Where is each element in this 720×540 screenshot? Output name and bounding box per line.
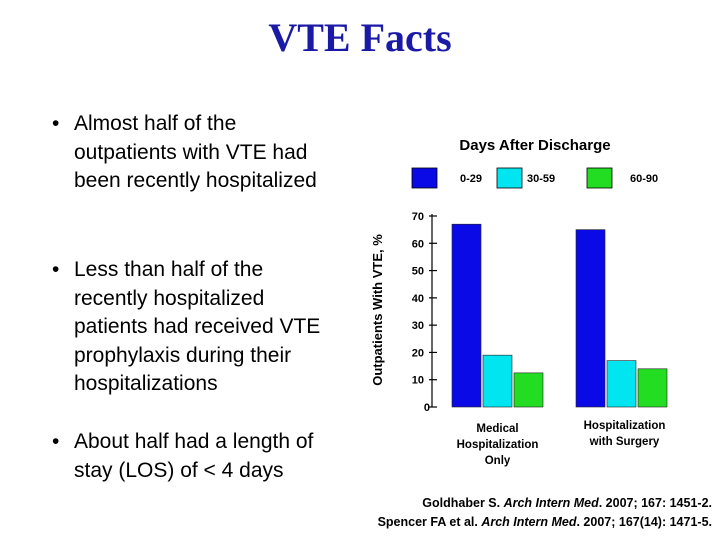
bullet-item: • Almost half of the outpatients with VT… bbox=[52, 110, 342, 196]
slide-title: VTE Facts bbox=[268, 15, 452, 60]
category-label: Only bbox=[485, 455, 511, 467]
bar bbox=[451, 223, 482, 408]
y-tick-label: 30 bbox=[412, 320, 424, 332]
y-tick-label: 20 bbox=[412, 347, 424, 359]
bar bbox=[575, 229, 606, 408]
bullet-item: • Less than half of the recently hospita… bbox=[52, 256, 342, 399]
bullet-text: Almost half of the outpatients with VTE … bbox=[74, 112, 317, 192]
legend-swatch bbox=[586, 167, 613, 189]
legend-label: 30-59 bbox=[527, 173, 555, 185]
y-tick-label: 0 bbox=[424, 402, 430, 414]
category-label: Medical bbox=[476, 423, 518, 435]
y-tick-label: 70 bbox=[412, 211, 424, 223]
legend-label: 0-29 bbox=[460, 173, 482, 185]
legend-label: 60-90 bbox=[630, 173, 658, 185]
reference-journal: Arch Intern Med bbox=[503, 496, 599, 510]
chart-title: Days After Discharge bbox=[459, 137, 610, 154]
y-tick-label: 50 bbox=[412, 266, 424, 278]
bullet-item: • About half had a length of stay (LOS) … bbox=[52, 428, 342, 485]
bullet-text: Less than half of the recently hospitali… bbox=[74, 258, 321, 395]
y-axis-label: Outpatients With VTE, % bbox=[370, 234, 385, 386]
category-label: Hospitalization bbox=[457, 439, 539, 451]
reference-authors: Goldhaber S. bbox=[422, 496, 504, 510]
bullet-dot-icon: • bbox=[52, 258, 60, 281]
y-tick-label: 60 bbox=[412, 238, 424, 250]
bullet-dot-icon: • bbox=[52, 112, 60, 135]
category-label: Hospitalization bbox=[584, 420, 666, 432]
bar bbox=[513, 372, 544, 408]
y-tick-label: 10 bbox=[412, 375, 424, 387]
bar bbox=[637, 368, 668, 408]
category-label: with Surgery bbox=[589, 436, 660, 448]
reference-line: Spencer FA et al. Arch Intern Med. 2007;… bbox=[378, 513, 712, 532]
reference-authors: Spencer FA et al. bbox=[377, 515, 482, 529]
y-tick-label: 40 bbox=[412, 293, 424, 305]
reference-journal: Arch Intern Med bbox=[481, 515, 577, 529]
bullet-dot-icon: • bbox=[52, 430, 60, 453]
bar bbox=[606, 360, 637, 408]
reference-line: Goldhaber S. Arch Intern Med. 2007; 167:… bbox=[378, 494, 712, 513]
bullet-text: About half had a length of stay (LOS) of… bbox=[74, 430, 314, 482]
references: Goldhaber S. Arch Intern Med. 2007; 167:… bbox=[378, 494, 712, 532]
legend-swatch bbox=[411, 167, 438, 189]
reference-citation: . 2007; 167: 1451-2. bbox=[598, 496, 712, 510]
bar-chart: Days After Discharge Outpatients With VTE… bbox=[370, 137, 668, 467]
legend-swatch bbox=[496, 167, 523, 189]
bar bbox=[482, 354, 513, 408]
reference-citation: . 2007; 167(14): 1471-5. bbox=[576, 515, 712, 529]
